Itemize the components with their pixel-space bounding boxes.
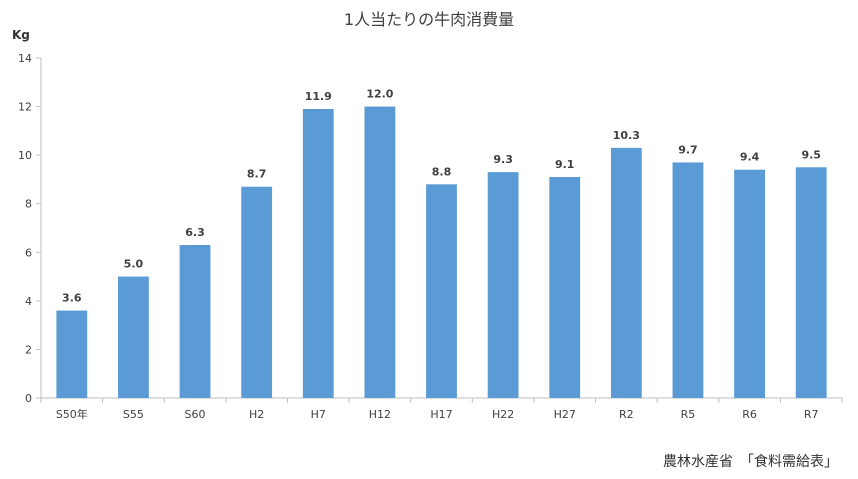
bar [302, 109, 334, 398]
data-label: 9.1 [555, 158, 575, 171]
x-category-label: R7 [804, 408, 819, 421]
x-category-label: H2 [249, 408, 264, 421]
x-category-label: R2 [619, 408, 634, 421]
y-tick-label: 2 [25, 343, 32, 356]
bar [610, 147, 642, 398]
bar [56, 310, 88, 398]
y-axis-unit-label: Kg [12, 28, 30, 42]
y-tick-label: 8 [25, 198, 32, 211]
bar [426, 184, 457, 398]
data-label: 9.4 [740, 151, 760, 164]
data-label: 12.0 [366, 88, 393, 101]
data-label: 8.7 [247, 168, 267, 181]
y-axis: 0 2 4 6 8 10 12 14 [18, 52, 42, 405]
data-label: 9.3 [493, 153, 513, 166]
y-tick-label: 14 [18, 52, 32, 65]
data-label: 8.8 [432, 165, 452, 178]
data-label: 3.6 [62, 292, 82, 305]
x-category-label: R6 [742, 408, 757, 421]
data-label: 5.0 [124, 258, 144, 271]
data-label: 10.3 [613, 129, 640, 142]
x-category-label: H12 [369, 408, 391, 421]
x-axis: S50年 S55 S60 H2 H7 H12 H17 H22 H27 R2 R5 R6 R7 [40, 397, 843, 421]
data-label: 11.9 [305, 90, 332, 103]
data-label: 6.3 [185, 226, 205, 239]
bar-series [56, 106, 827, 399]
bar [118, 276, 149, 398]
x-category-label: S55 [123, 408, 144, 421]
y-tick-label: 4 [25, 295, 32, 308]
bar [364, 106, 396, 399]
y-tick-label: 10 [18, 149, 32, 162]
x-category-label: H17 [430, 408, 452, 421]
data-label: 9.5 [801, 148, 821, 161]
x-category-label: S50年 [56, 407, 88, 421]
y-tick-label: 0 [25, 392, 32, 405]
bar [179, 245, 211, 398]
data-label: 9.7 [678, 143, 698, 156]
x-category-label: S60 [185, 408, 206, 421]
bar [734, 169, 765, 398]
chart-title: 1人当たりの牛肉消費量 [344, 10, 514, 29]
bar [549, 177, 581, 398]
x-category-label: H27 [554, 408, 576, 421]
bar [487, 172, 519, 398]
bar [241, 186, 273, 398]
data-labels: 3.6 5.0 6.3 8.7 11.9 12.0 8.8 9.3 9.1 10.3 9.7 9.4 9… [62, 88, 821, 305]
y-tick-label: 6 [25, 246, 32, 259]
x-category-label: R5 [681, 408, 696, 421]
source-note: 農林水産省 「食料需給表」 [663, 453, 838, 470]
y-tick-label: 12 [18, 101, 32, 114]
bar [795, 167, 827, 398]
bar [672, 162, 704, 398]
x-category-label: H22 [492, 408, 514, 421]
x-category-label: H7 [311, 408, 326, 421]
